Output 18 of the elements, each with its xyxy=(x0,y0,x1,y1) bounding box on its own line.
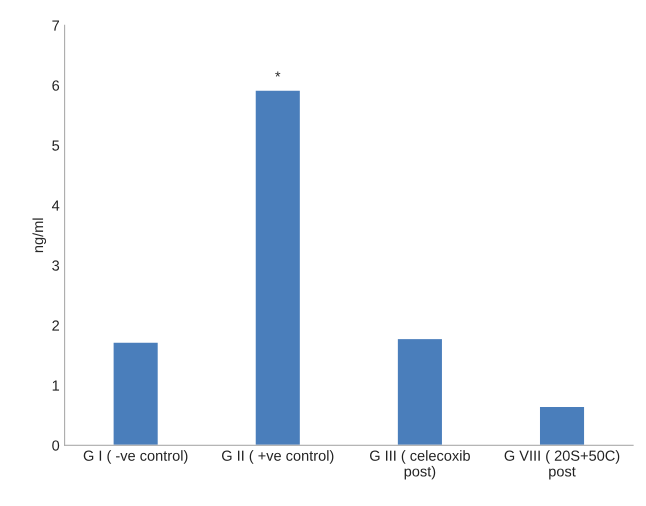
y-tick-label: 0 xyxy=(52,440,60,451)
annotation: * xyxy=(275,71,280,77)
y-tick-label: 4 xyxy=(52,200,60,211)
x-tick-label: G VIII ( 20S+50C) post xyxy=(504,450,620,480)
bar xyxy=(538,406,586,446)
x-tick-label: G III ( celecoxib post) xyxy=(370,450,470,480)
y-tick-label: 5 xyxy=(52,140,60,151)
y-tick-label: 2 xyxy=(52,320,60,331)
x-tick-label: G I ( -ve control) xyxy=(84,450,188,464)
y-tick-label: 1 xyxy=(52,380,60,391)
y-tick-label: 7 xyxy=(52,20,60,31)
bar xyxy=(254,89,302,446)
y-axis-title: ng/ml xyxy=(32,218,46,252)
x-tick-label: G II ( +ve control) xyxy=(222,450,334,464)
y-tick-label: 3 xyxy=(52,260,60,271)
bar xyxy=(396,338,444,446)
y-tick-label: 6 xyxy=(52,80,60,91)
bar xyxy=(112,341,160,446)
